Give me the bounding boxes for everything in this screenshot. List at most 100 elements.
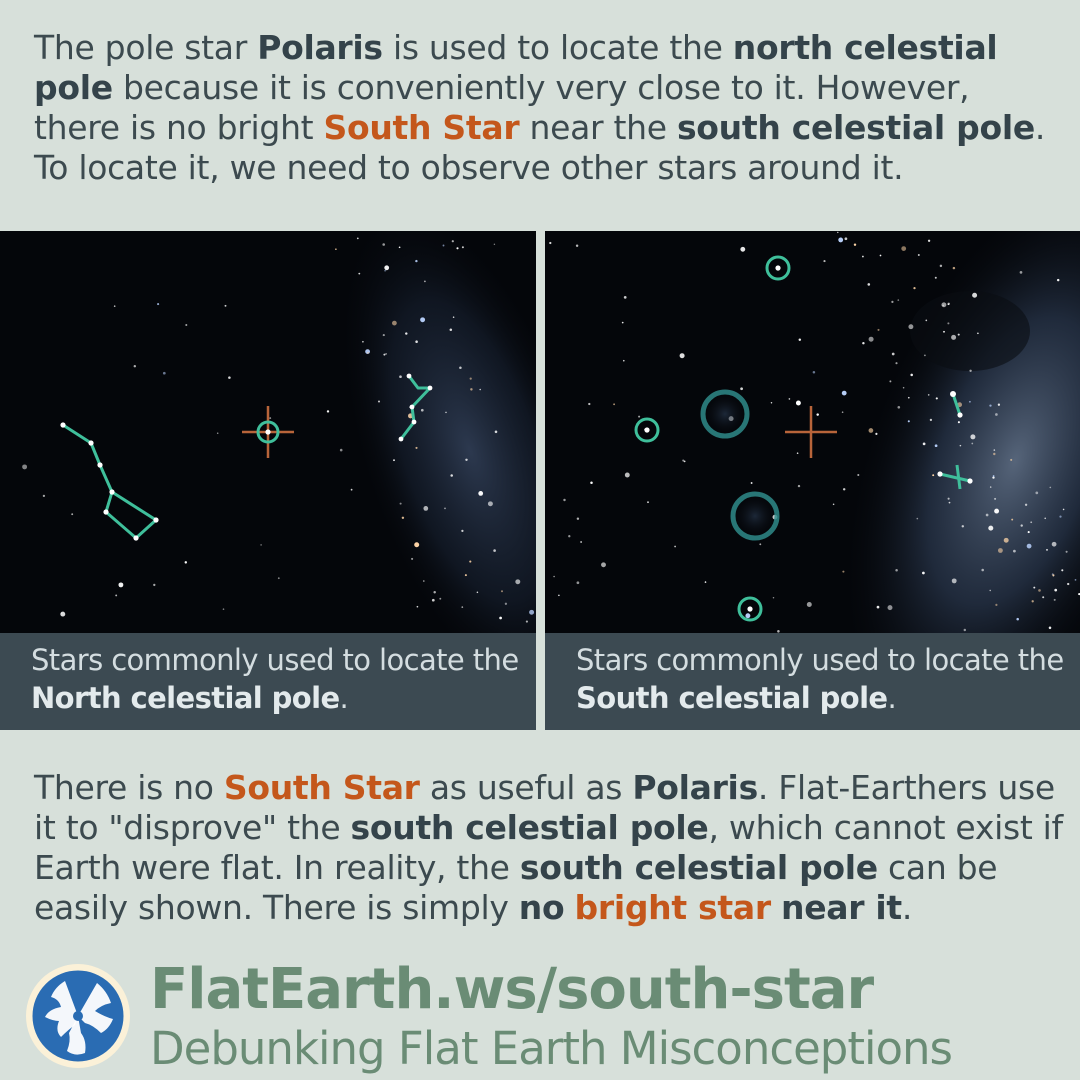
star	[934, 444, 938, 448]
outro-text	[564, 888, 574, 927]
star	[795, 400, 801, 406]
star	[1054, 588, 1058, 592]
star	[553, 575, 555, 578]
star	[788, 398, 791, 400]
outro-south-pole: south celestial pole	[350, 808, 709, 847]
star	[951, 334, 957, 340]
caption-text: Stars commonly used to locate the	[31, 643, 519, 677]
star	[842, 570, 845, 573]
star	[558, 594, 560, 597]
footer-url[interactable]: FlatEarth.ws/south-star	[150, 957, 874, 1022]
star	[951, 578, 957, 584]
star	[972, 292, 978, 298]
star	[812, 370, 816, 374]
star	[568, 535, 571, 538]
star	[887, 605, 893, 611]
star	[228, 376, 231, 379]
star	[947, 497, 950, 500]
star	[444, 507, 446, 510]
star	[464, 574, 467, 577]
star	[740, 246, 746, 252]
star	[1016, 617, 1019, 621]
south-caption: Stars commonly used to locate the South …	[545, 633, 1080, 730]
star	[384, 265, 390, 271]
star	[857, 473, 860, 477]
star	[224, 304, 227, 307]
star	[71, 513, 74, 516]
star	[1051, 541, 1057, 547]
star	[844, 237, 848, 241]
star	[889, 380, 892, 383]
star	[959, 444, 962, 447]
star	[1010, 458, 1013, 461]
star	[415, 340, 418, 343]
star	[879, 254, 882, 257]
star	[493, 549, 496, 552]
cassiopeia-constellation	[399, 375, 432, 440]
star	[449, 328, 453, 331]
star	[902, 386, 905, 389]
star	[961, 525, 965, 528]
star	[968, 400, 971, 403]
star	[1062, 508, 1065, 511]
star	[969, 369, 972, 372]
star	[590, 481, 593, 485]
star	[439, 597, 442, 600]
star	[992, 476, 995, 479]
star	[861, 255, 864, 258]
star	[452, 316, 455, 318]
star	[1024, 503, 1028, 506]
star	[910, 373, 913, 377]
star	[907, 396, 910, 399]
star	[416, 605, 419, 608]
star	[445, 411, 447, 414]
outro-text	[771, 888, 781, 927]
star	[456, 247, 459, 250]
star	[478, 491, 484, 496]
star	[770, 402, 773, 404]
big-dipper-constellation	[62, 423, 158, 540]
large-magellanic-cloud-circle	[700, 389, 750, 439]
star	[1065, 550, 1068, 553]
star	[674, 545, 676, 548]
star	[1038, 589, 1041, 592]
north-sky-image	[0, 231, 536, 633]
star	[479, 388, 482, 391]
star	[451, 240, 454, 243]
star	[399, 375, 402, 379]
star	[683, 460, 686, 463]
star	[350, 488, 353, 491]
north-caption: Stars commonly used to locate the North …	[0, 633, 536, 730]
outro-polaris: Polaris	[632, 768, 758, 807]
star	[947, 322, 950, 325]
star	[115, 594, 118, 597]
star	[988, 525, 994, 531]
star	[993, 449, 996, 451]
outro-paragraph: There is no South Star as useful as Pola…	[34, 768, 1064, 928]
star	[118, 582, 124, 588]
star	[423, 506, 429, 511]
star	[995, 603, 998, 607]
star	[832, 503, 835, 506]
star	[563, 498, 566, 502]
star	[924, 354, 926, 357]
star	[1011, 518, 1014, 521]
star	[704, 581, 707, 583]
star	[339, 448, 343, 452]
star	[185, 323, 188, 327]
star	[927, 394, 930, 396]
star	[367, 351, 369, 354]
star	[385, 353, 387, 355]
star	[422, 580, 425, 582]
star	[216, 432, 219, 435]
intro-paragraph: The pole star Polaris is used to locate …	[34, 28, 1064, 188]
star	[943, 330, 945, 333]
star	[798, 338, 802, 341]
star	[133, 364, 137, 368]
star	[876, 605, 880, 609]
star	[682, 459, 685, 462]
star	[947, 303, 950, 306]
star	[963, 628, 967, 632]
small-magellanic-cloud	[733, 494, 777, 538]
star	[1059, 515, 1062, 518]
